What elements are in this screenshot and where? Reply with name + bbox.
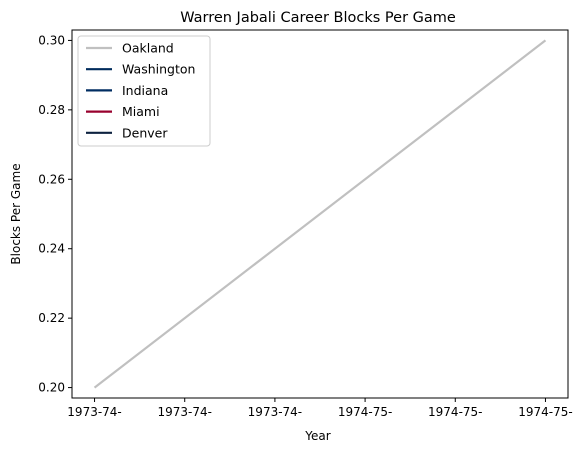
x-tick-label: 1973-74- [67,405,121,419]
x-tick-label: 1974-75- [338,405,392,419]
x-axis-label: Year [304,429,330,443]
chart-title: Warren Jabali Career Blocks Per Game [180,10,456,26]
legend-label: Miami [122,104,160,119]
plot-area [93,39,547,389]
y-tick-label: 0.24 [38,242,65,256]
legend-label: Oakland [122,41,174,56]
legend-label: Indiana [122,83,168,98]
y-tick-label: 0.20 [38,381,65,395]
plot-frame [71,29,569,399]
x-tick-label: 1973-74- [248,405,302,419]
x-tick-label: 1973-74- [157,405,211,419]
y-tick-label: 0.26 [38,172,65,186]
y-axis: 0.20 0.22 0.24 0.26 0.28 0.30 [38,33,72,395]
y-axis-label: Blocks Per Game [9,163,23,264]
x-axis: 1973-74- 1973-74- 1973-74- 1974-75- 1974-75-… [67,398,573,419]
legend: Oakland Washington Indiana Miami Denver [77,35,211,147]
series-line-oakland [93,39,547,389]
legend-label: Denver [122,125,168,140]
y-tick-label: 0.30 [38,33,65,47]
legend-label: Washington [122,62,195,77]
y-tick-label: 0.22 [38,311,65,325]
y-tick-label: 0.28 [38,103,65,117]
legend-box [77,35,211,147]
x-tick-label: 1974-75- [428,405,482,419]
x-tick-label: 1974-75- [518,405,572,419]
